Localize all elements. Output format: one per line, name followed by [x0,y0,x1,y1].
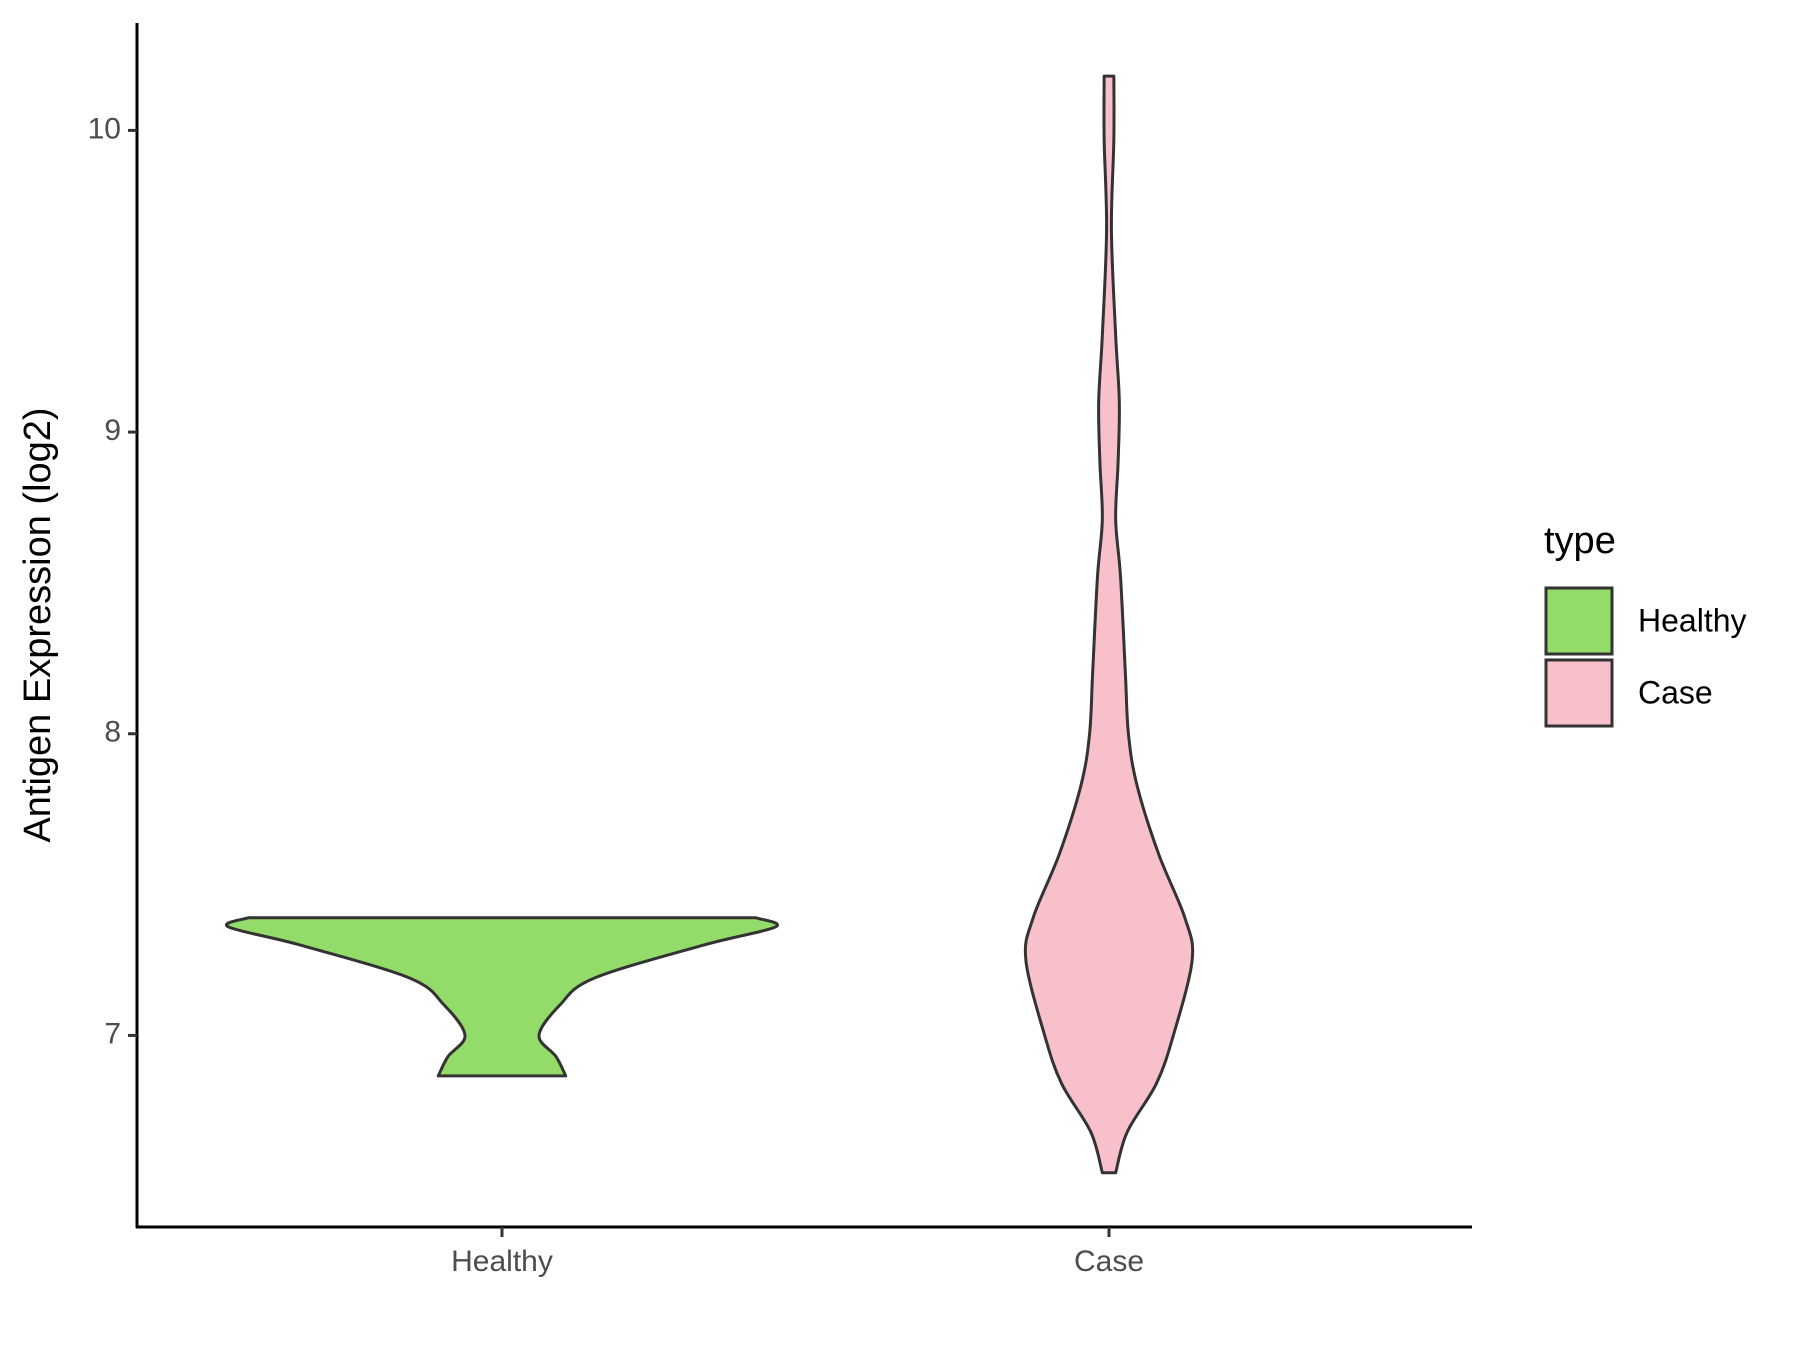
y-tick-label: 9 [104,414,121,447]
y-axis-title: Antigen Expression (log2) [17,407,59,842]
legend-key [1544,586,1614,656]
y-tick-label: 8 [104,716,121,749]
legend-label: Case [1638,674,1713,710]
legend-label: Healthy [1638,602,1747,638]
violin [224,916,780,1078]
x-tick-label: Healthy [451,1245,553,1278]
violin [1023,74,1195,1175]
legend-key [1544,658,1614,728]
y-tick-label: 10 [88,112,121,145]
legend-title: type [1544,520,1616,562]
y-tick-label: 7 [104,1017,121,1050]
x-tick-label: Case [1074,1245,1144,1278]
